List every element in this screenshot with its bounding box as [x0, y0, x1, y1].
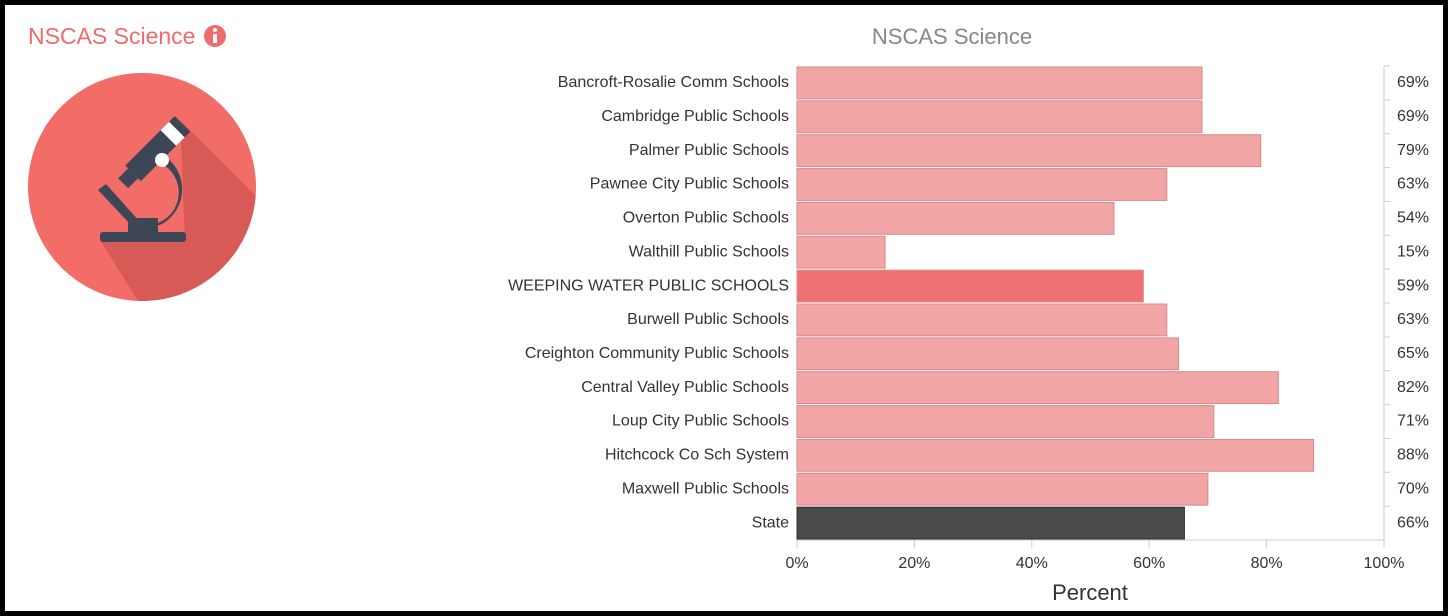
category-label: Maxwell Public Schools: [622, 480, 789, 497]
bar: [796, 201, 1115, 235]
value-label: 63%: [1397, 176, 1429, 193]
bar: [796, 269, 1144, 303]
category-label: Creighton Community Public Schools: [525, 345, 789, 362]
widget-title: NSCAS Science: [28, 23, 195, 49]
value-label: 71%: [1397, 413, 1429, 430]
category-label: Overton Public Schools: [623, 210, 789, 227]
value-label: 69%: [1397, 108, 1429, 125]
x-tick-label: 40%: [1016, 555, 1048, 572]
category-label: Loup City Public Schools: [612, 413, 789, 430]
value-label: 59%: [1397, 277, 1429, 294]
category-label: Cambridge Public Schools: [601, 108, 789, 125]
bar: [796, 506, 1185, 540]
x-tick-label: 60%: [1133, 555, 1165, 572]
bar: [796, 405, 1215, 438]
bar: [796, 438, 1315, 472]
category-label: Burwell Public Schools: [627, 311, 789, 328]
bar: [796, 303, 1168, 337]
category-label: Bancroft-Rosalie Comm Schools: [558, 74, 789, 91]
category-label: Palmer Public Schools: [629, 142, 789, 159]
bar: [796, 66, 1203, 100]
category-label: Central Valley Public Schools: [581, 379, 789, 396]
x-tick-label: 20%: [898, 555, 930, 572]
value-label: 88%: [1397, 447, 1429, 464]
value-label: 70%: [1397, 480, 1429, 497]
value-label: 65%: [1397, 345, 1429, 362]
x-tick-label: 0%: [785, 555, 808, 572]
bar: [796, 168, 1168, 201]
value-label: 15%: [1397, 243, 1429, 260]
x-tick-label: 100%: [1364, 555, 1405, 572]
bar: [796, 134, 1262, 168]
bar: [796, 472, 1209, 506]
value-label: 79%: [1397, 142, 1429, 159]
value-label: 69%: [1397, 74, 1429, 91]
value-label: 54%: [1397, 210, 1429, 227]
category-label: WEEPING WATER PUBLIC SCHOOLS: [508, 277, 789, 294]
category-label: Pawnee City Public Schools: [590, 176, 789, 193]
chart-title: NSCAS Science: [872, 24, 1032, 49]
category-label: State: [752, 514, 789, 531]
value-label: 82%: [1397, 379, 1429, 396]
bar: [796, 235, 886, 269]
category-label: Hitchcock Co Sch System: [605, 447, 789, 464]
info-icon[interactable]: [204, 25, 226, 47]
microscope-icon: [28, 73, 256, 301]
bar: [796, 100, 1203, 134]
x-axis-label: Percent: [1052, 580, 1128, 605]
x-tick-label: 80%: [1251, 555, 1283, 572]
category-label: Walthill Public Schools: [629, 243, 789, 260]
bar: [796, 337, 1180, 371]
value-label: 63%: [1397, 311, 1429, 328]
bar: [796, 371, 1279, 405]
value-label: 66%: [1397, 514, 1429, 531]
